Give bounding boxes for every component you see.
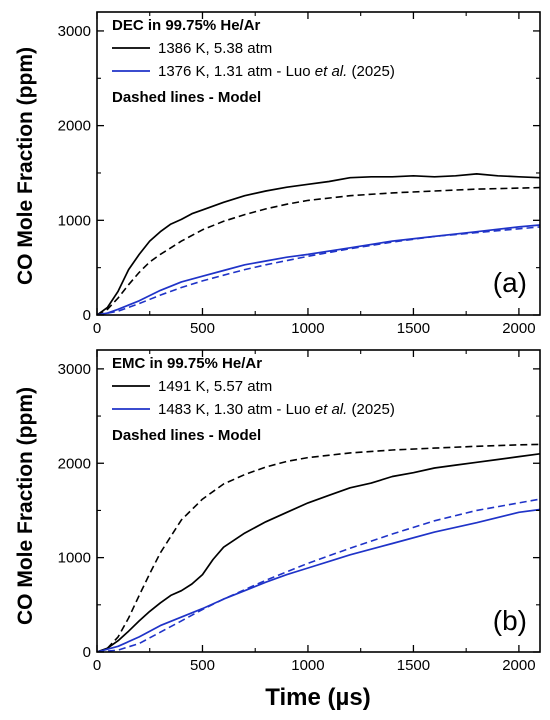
series-line-a-2 [97,186,540,315]
legend-label-b-1: 1491 K, 5.57 atm [158,378,272,395]
legend-note-a: Dashed lines - Model [112,89,261,106]
x-tick-label-b-500: 500 [190,657,215,674]
series-line-b-2 [97,443,540,652]
series-line-a-3 [97,224,540,315]
plot-frame-a [96,11,541,316]
x-tick-label-a-0: 0 [93,320,101,337]
legend-label-a-2: 1376 K, 1.31 atm - Luo et al. (2025) [158,63,395,80]
legend-label-b-2: 1483 K, 1.30 atm - Luo et al. (2025) [158,401,395,418]
x-tick-label-b-1500: 1500 [397,657,430,674]
panel-label-b: (b) [493,605,527,636]
x-tick-label-b-0: 0 [93,657,101,674]
series-line-b-4 [97,498,540,652]
x-tick-label-b-2000: 2000 [502,657,535,674]
series-line-a-4 [97,226,540,315]
y-tick-label-a-3000: 3000 [58,23,91,40]
series-line-a-1 [97,173,540,315]
x-tick-label-a-1000: 1000 [291,320,324,337]
legend-title-a: DEC in 99.75% He/Ar [112,17,261,34]
plot-frame-b [96,349,541,653]
panel-b: 0 500 1000 1500 2000 0 1000 2000 3000 EMC in 99.7… [58,349,541,674]
y-tick-label-a-2000: 2000 [58,118,91,135]
y-axis-title-b: CO Mole Fraction (ppm) [14,387,37,625]
x-axis-title: Time (µs) [265,684,370,711]
x-tick-label-a-1500: 1500 [397,320,430,337]
y-tick-label-a-0: 0 [83,307,91,324]
y-tick-label-b-0: 0 [83,644,91,661]
legend-title-b: EMC in 99.75% He/Ar [112,355,262,372]
x-tick-label-b-1000: 1000 [291,657,324,674]
x-tick-label-a-500: 500 [190,320,215,337]
series-line-b-1 [97,452,540,652]
series-line-b-3 [97,508,540,652]
y-tick-label-b-1000: 1000 [58,550,91,567]
y-axis-title-a: CO Mole Fraction (ppm) [14,47,37,285]
y-tick-label-a-1000: 1000 [58,212,91,229]
legend-note-b: Dashed lines - Model [112,427,261,444]
panel-a: 0 500 1000 1500 2000 0 1000 2000 3000 DEC in 99.7… [58,11,541,337]
panel-label-a: (a) [493,267,527,298]
x-tick-label-a-2000: 2000 [502,320,535,337]
legend-label-a-1: 1386 K, 5.38 atm [158,40,272,57]
y-tick-label-b-3000: 3000 [58,361,91,378]
y-tick-label-b-2000: 2000 [58,455,91,472]
